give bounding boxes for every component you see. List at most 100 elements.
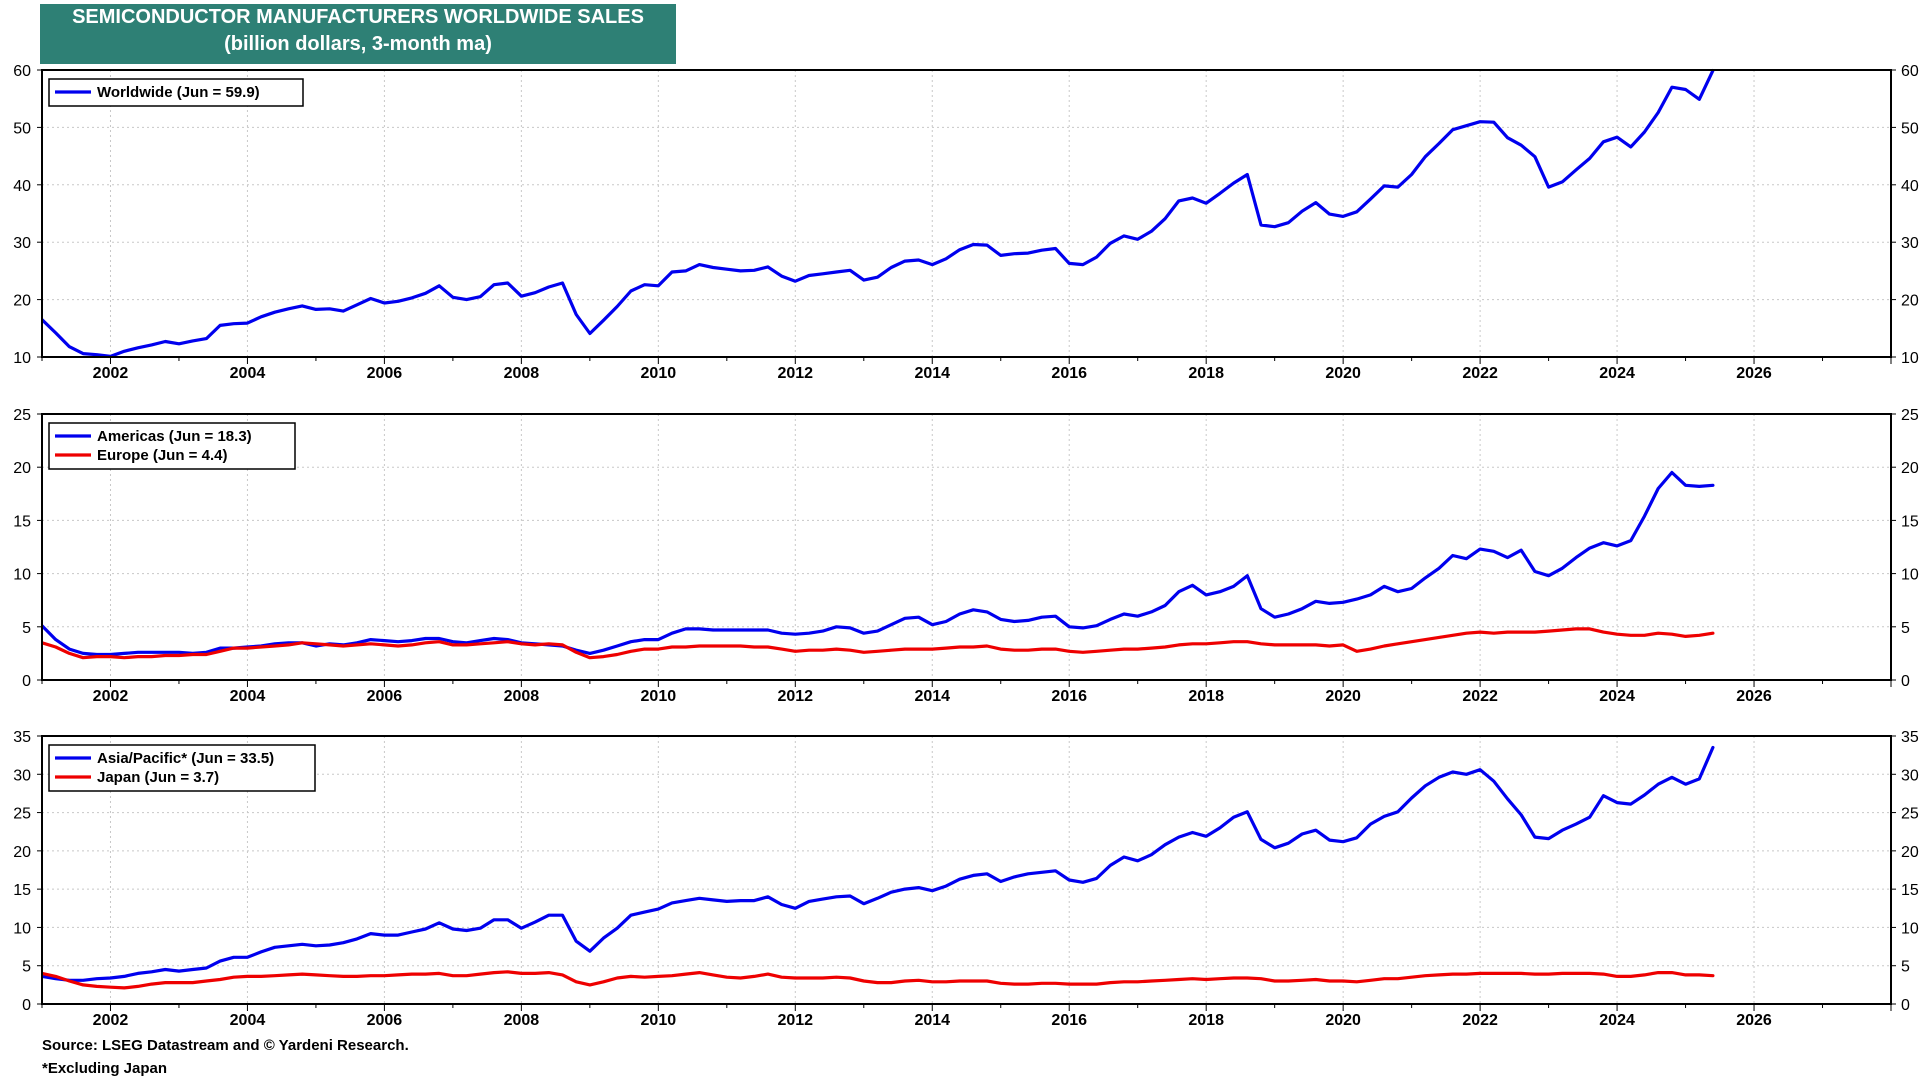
- source-note: Source: LSEG Datastream and © Yardeni Re…: [42, 1037, 409, 1054]
- y-tick-label-left: 10: [13, 920, 31, 937]
- x-tick-label: 2022: [1462, 1012, 1498, 1029]
- legend-box: [48, 744, 316, 792]
- x-tick-label: 2014: [914, 688, 950, 705]
- x-tick-label: 2020: [1325, 365, 1361, 382]
- legend: Worldwide (Jun = 59.9): [48, 78, 304, 107]
- legend-box: [48, 422, 296, 470]
- y-tick-label-right: 10: [1901, 567, 1919, 584]
- y-tick-label-left: 60: [13, 63, 31, 80]
- x-tick-label: 2018: [1188, 365, 1224, 382]
- x-tick-label: 2006: [367, 1012, 403, 1029]
- x-tick-label: 2024: [1599, 1012, 1635, 1029]
- x-tick-label: 2018: [1188, 1012, 1224, 1029]
- y-tick-label-left: 10: [13, 567, 31, 584]
- y-tick-label-right: 20: [1901, 460, 1919, 477]
- legend: Americas (Jun = 18.3) Europe (Jun = 4.4): [48, 422, 296, 470]
- y-tick-label-left: 35: [13, 729, 31, 746]
- x-tick-label: 2006: [367, 688, 403, 705]
- legend: Asia/Pacific* (Jun = 33.5) Japan (Jun = 3…: [48, 744, 316, 792]
- series-line-2: [42, 970, 1715, 990]
- y-tick-label-left: 50: [13, 120, 31, 137]
- series-line-1: [42, 745, 1715, 982]
- x-tick-label: 2022: [1462, 365, 1498, 382]
- x-tick-label: 2002: [93, 688, 129, 705]
- y-tick-label-left: 10: [13, 350, 31, 367]
- y-tick-label-left: 15: [13, 882, 31, 899]
- x-tick-label: 2016: [1051, 365, 1087, 382]
- y-tick-label-right: 0: [1901, 673, 1910, 690]
- y-tick-label-left: 25: [13, 407, 31, 424]
- x-tick-label: 2020: [1325, 688, 1361, 705]
- y-tick-label-left: 25: [13, 806, 31, 823]
- x-tick-label: 2012: [777, 1012, 813, 1029]
- x-tick-label: 2010: [641, 1012, 677, 1029]
- x-tick-label: 2006: [367, 365, 403, 382]
- legend-box: [48, 78, 304, 107]
- x-tick-label: 2004: [230, 365, 266, 382]
- legend-label-2: Europe (Jun = 4.4): [97, 447, 227, 464]
- y-tick-label-right: 20: [1901, 844, 1919, 861]
- x-tick-label: 2026: [1736, 688, 1772, 705]
- x-tick-label: 2002: [93, 1012, 129, 1029]
- x-tick-label: 2010: [641, 365, 677, 382]
- y-tick-label-right: 60: [1901, 63, 1919, 80]
- x-tick-label: 2022: [1462, 688, 1498, 705]
- x-tick-label: 2014: [914, 1012, 950, 1029]
- legend-label-1: Asia/Pacific* (Jun = 33.5): [97, 750, 274, 767]
- plot-frame: [41, 735, 1892, 1005]
- x-tick-label: 2024: [1599, 688, 1635, 705]
- x-tick-label: 2010: [641, 688, 677, 705]
- x-tick-label: 2026: [1736, 365, 1772, 382]
- series-line-2: [42, 627, 1715, 660]
- y-tick-label-right: 50: [1901, 120, 1919, 137]
- x-tick-label: 2024: [1599, 365, 1635, 382]
- x-tick-label: 2018: [1188, 688, 1224, 705]
- plot-frame: [41, 413, 1892, 681]
- legend-label-1: Worldwide (Jun = 59.9): [97, 84, 260, 101]
- y-tick-label-left: 20: [13, 844, 31, 861]
- y-tick-label-right: 35: [1901, 729, 1919, 746]
- y-tick-label-right: 15: [1901, 882, 1919, 899]
- plot-frame: [41, 69, 1892, 358]
- x-tick-label: 2020: [1325, 1012, 1361, 1029]
- y-tick-label-left: 30: [13, 235, 31, 252]
- x-tick-label: 2012: [777, 688, 813, 705]
- y-tick-label-left: 5: [22, 620, 31, 637]
- x-tick-label: 2012: [777, 365, 813, 382]
- x-tick-label: 2008: [504, 1012, 540, 1029]
- y-tick-label-left: 30: [13, 767, 31, 784]
- y-tick-label-left: 0: [22, 673, 31, 690]
- y-tick-label-right: 10: [1901, 350, 1919, 367]
- y-tick-label-left: 20: [13, 460, 31, 477]
- y-tick-label-right: 10: [1901, 920, 1919, 937]
- x-tick-label: 2016: [1051, 688, 1087, 705]
- y-tick-label-right: 25: [1901, 806, 1919, 823]
- y-tick-label-right: 40: [1901, 178, 1919, 195]
- y-tick-label-right: 0: [1901, 997, 1910, 1014]
- y-tick-label-left: 5: [22, 959, 31, 976]
- x-tick-label: 2016: [1051, 1012, 1087, 1029]
- y-tick-label-right: 5: [1901, 620, 1910, 637]
- x-tick-label: 2008: [504, 688, 540, 705]
- y-tick-label-left: 40: [13, 178, 31, 195]
- y-tick-label-left: 20: [13, 293, 31, 310]
- chart-title-box: SEMICONDUCTOR MANUFACTURERS WORLDWIDE SA…: [40, 4, 676, 64]
- chart-title: SEMICONDUCTOR MANUFACTURERS WORLDWIDE SA…: [72, 6, 644, 28]
- y-tick-label-right: 15: [1901, 513, 1919, 530]
- y-tick-label-left: 0: [22, 997, 31, 1014]
- legend-label-2: Japan (Jun = 3.7): [97, 769, 219, 786]
- y-tick-label-right: 30: [1901, 767, 1919, 784]
- y-tick-label-right: 5: [1901, 959, 1910, 976]
- x-tick-label: 2004: [230, 688, 266, 705]
- x-tick-label: 2026: [1736, 1012, 1772, 1029]
- x-tick-label: 2004: [230, 1012, 266, 1029]
- y-tick-label-right: 20: [1901, 293, 1919, 310]
- x-tick-label: 2008: [504, 365, 540, 382]
- y-tick-label-right: 30: [1901, 235, 1919, 252]
- footnote: *Excluding Japan: [42, 1060, 168, 1077]
- legend-label-1: Americas (Jun = 18.3): [97, 428, 252, 445]
